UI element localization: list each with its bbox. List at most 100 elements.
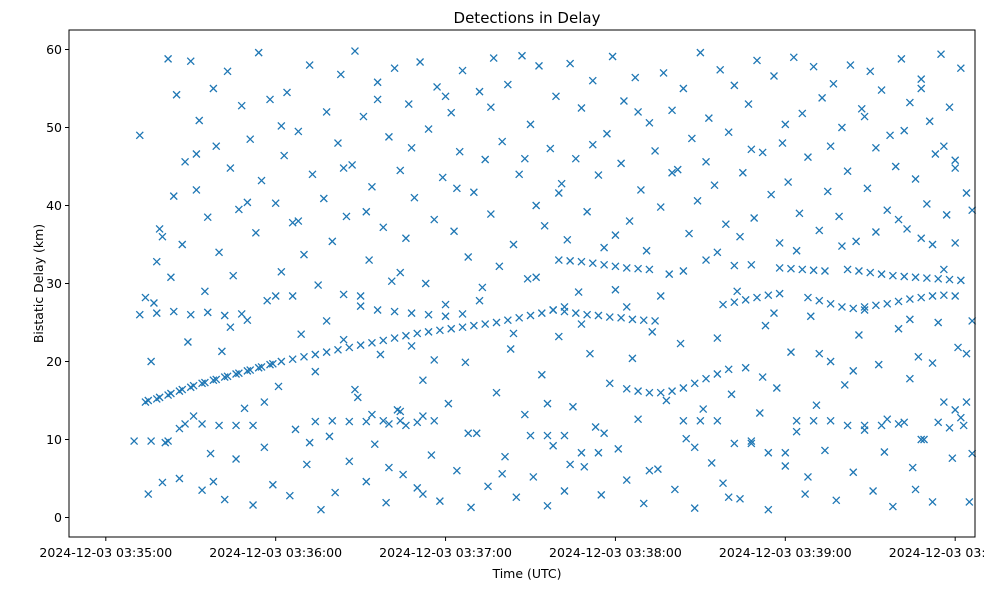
data-point xyxy=(447,108,456,117)
data-point xyxy=(877,86,886,95)
data-point xyxy=(526,120,535,129)
data-point xyxy=(679,416,688,425)
data-point xyxy=(837,123,846,132)
data-point xyxy=(809,62,818,71)
data-point xyxy=(246,366,255,375)
data-point xyxy=(317,505,325,514)
data-point xyxy=(373,78,382,87)
data-point xyxy=(469,188,478,197)
data-point xyxy=(914,352,923,361)
data-point xyxy=(181,419,190,428)
data-point xyxy=(141,293,150,302)
data-point xyxy=(311,367,320,376)
data-point xyxy=(764,505,773,514)
data-point xyxy=(518,51,526,60)
data-point xyxy=(277,267,286,276)
data-point xyxy=(359,112,368,121)
data-point xyxy=(305,438,314,447)
data-point xyxy=(345,457,354,466)
data-point xyxy=(767,190,776,199)
data-point xyxy=(945,275,954,284)
data-point xyxy=(441,300,450,309)
data-point xyxy=(552,92,560,101)
data-point xyxy=(384,463,393,472)
data-point xyxy=(566,256,575,265)
x-axis-label: Time (UTC) xyxy=(491,566,561,581)
data-point xyxy=(577,104,586,112)
data-point xyxy=(300,352,308,361)
data-point xyxy=(806,312,815,321)
data-point xyxy=(600,429,609,438)
data-point xyxy=(322,316,331,325)
data-point xyxy=(894,324,903,333)
data-point xyxy=(206,449,215,458)
data-point xyxy=(682,434,691,443)
data-point xyxy=(934,418,943,427)
data-point xyxy=(775,289,784,298)
data-point xyxy=(427,451,436,460)
data-point xyxy=(464,429,473,438)
data-point xyxy=(308,170,317,179)
data-point xyxy=(619,97,628,105)
data-point xyxy=(362,477,371,486)
data-point xyxy=(339,164,348,173)
data-point xyxy=(787,264,795,273)
data-point xyxy=(871,228,880,236)
data-point xyxy=(458,309,467,318)
data-point xyxy=(702,256,710,265)
data-point xyxy=(183,338,192,346)
data-point xyxy=(399,470,408,479)
y-tick-label: 60 xyxy=(46,42,62,57)
data-point xyxy=(820,446,829,455)
data-point xyxy=(770,309,778,318)
data-point xyxy=(571,154,580,163)
data-point xyxy=(837,242,846,251)
data-point xyxy=(730,298,739,307)
data-point xyxy=(266,95,274,104)
data-point xyxy=(770,72,778,80)
data-point xyxy=(905,98,914,107)
data-point xyxy=(651,146,660,155)
data-point xyxy=(617,159,626,168)
data-point xyxy=(951,238,960,247)
data-point xyxy=(509,329,518,338)
data-point xyxy=(617,313,626,322)
data-point xyxy=(710,181,719,190)
data-point xyxy=(384,132,393,141)
data-point xyxy=(444,399,453,408)
data-point xyxy=(894,419,903,428)
data-point xyxy=(554,256,563,265)
data-point xyxy=(951,156,960,165)
data-point xyxy=(240,404,249,413)
data-point xyxy=(325,432,334,441)
data-point xyxy=(523,274,532,283)
data-point xyxy=(741,295,750,304)
data-point xyxy=(254,48,263,57)
data-point xyxy=(877,421,886,430)
data-point xyxy=(367,338,376,347)
data-point xyxy=(656,388,665,397)
data-point xyxy=(172,90,181,99)
data-point xyxy=(758,373,767,382)
y-tick-label: 40 xyxy=(46,198,62,213)
data-point xyxy=(738,168,747,177)
data-point xyxy=(639,499,648,508)
data-point xyxy=(418,412,427,421)
data-point xyxy=(147,357,156,366)
data-point xyxy=(294,217,303,226)
data-point xyxy=(894,297,903,306)
data-point xyxy=(560,307,569,316)
data-point xyxy=(535,61,543,70)
data-point xyxy=(311,350,320,359)
data-point xyxy=(271,292,280,300)
data-point xyxy=(631,73,640,82)
data-point xyxy=(733,287,742,296)
data-point xyxy=(543,399,552,408)
data-point xyxy=(234,369,243,378)
data-point xyxy=(962,189,971,197)
data-points xyxy=(130,47,977,514)
data-point xyxy=(753,56,761,65)
data-point xyxy=(181,157,190,166)
data-point xyxy=(956,413,965,422)
data-point xyxy=(571,309,580,318)
